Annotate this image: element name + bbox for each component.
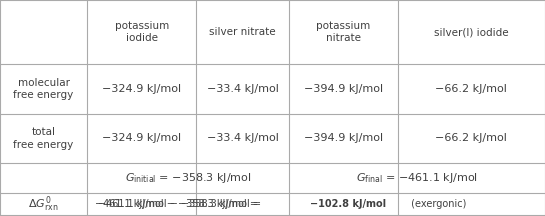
Text: molecular
free energy: molecular free energy bbox=[14, 78, 74, 100]
Text: potassium
nitrate: potassium nitrate bbox=[316, 21, 371, 43]
Text: −33.4 kJ/mol: −33.4 kJ/mol bbox=[207, 84, 278, 94]
Text: −394.9 kJ/mol: −394.9 kJ/mol bbox=[304, 133, 383, 143]
Text: $G_\mathrm{initial}$ = −358.3 kJ/mol: $G_\mathrm{initial}$ = −358.3 kJ/mol bbox=[125, 171, 251, 185]
Text: total
free energy: total free energy bbox=[14, 127, 74, 149]
Text: potassium
iodide: potassium iodide bbox=[114, 21, 169, 43]
Text: −324.9 kJ/mol: −324.9 kJ/mol bbox=[102, 84, 181, 94]
Text: −102.8 kJ/mol: −102.8 kJ/mol bbox=[310, 199, 386, 209]
Text: −461.1 kJ/mol − −358.3 kJ/mol =: −461.1 kJ/mol − −358.3 kJ/mol = bbox=[95, 199, 262, 209]
Text: silver(I) iodide: silver(I) iodide bbox=[434, 27, 508, 37]
Text: −66.2 kJ/mol: −66.2 kJ/mol bbox=[435, 133, 507, 143]
Text: −461.1 kJ/mol − −358.3 kJ/mol =: −461.1 kJ/mol − −358.3 kJ/mol = bbox=[98, 199, 264, 209]
Text: −66.2 kJ/mol: −66.2 kJ/mol bbox=[435, 84, 507, 94]
Text: $\Delta G^\mathregular{0}_\mathregular{rxn}$: $\Delta G^\mathregular{0}_\mathregular{r… bbox=[28, 194, 59, 214]
Text: silver nitrate: silver nitrate bbox=[209, 27, 276, 37]
Text: $G_\mathrm{final}$ = −461.1 kJ/mol: $G_\mathrm{final}$ = −461.1 kJ/mol bbox=[356, 171, 478, 185]
Text: (exergonic): (exergonic) bbox=[408, 199, 467, 209]
Text: −33.4 kJ/mol: −33.4 kJ/mol bbox=[207, 133, 278, 143]
Text: −394.9 kJ/mol: −394.9 kJ/mol bbox=[304, 84, 383, 94]
Text: −324.9 kJ/mol: −324.9 kJ/mol bbox=[102, 133, 181, 143]
